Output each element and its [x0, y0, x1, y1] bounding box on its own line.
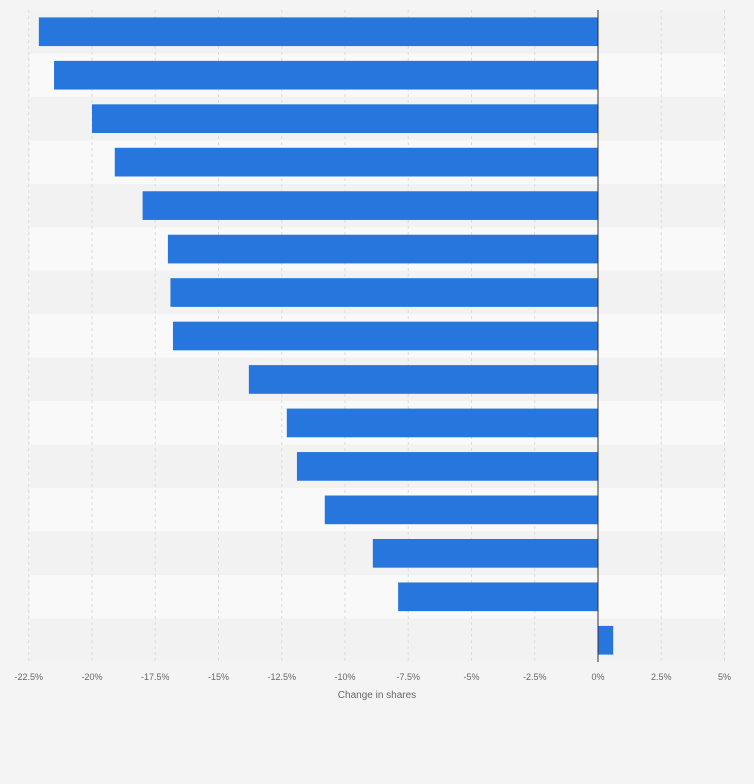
x-tick-label: -10%: [334, 672, 355, 682]
x-tick-label: -17.5%: [141, 672, 170, 682]
bar[interactable]: [114, 147, 599, 177]
x-tick-label: 5%: [718, 672, 731, 682]
x-tick-label: -20%: [81, 672, 102, 682]
bar[interactable]: [167, 234, 598, 264]
bar[interactable]: [172, 321, 598, 351]
x-tick-label: 2.5%: [651, 672, 672, 682]
bar[interactable]: [372, 538, 598, 568]
bar[interactable]: [398, 582, 598, 612]
bar[interactable]: [54, 60, 599, 90]
bar[interactable]: [92, 104, 598, 134]
x-tick-label: -2.5%: [523, 672, 547, 682]
x-tick-label: 0%: [591, 672, 604, 682]
bar[interactable]: [296, 452, 598, 481]
row-band: [30, 575, 726, 619]
x-tick-label: -22.5%: [14, 672, 43, 682]
row-band: [30, 618, 726, 662]
bar[interactable]: [598, 625, 614, 655]
bar[interactable]: [38, 17, 599, 47]
bar[interactable]: [324, 495, 598, 525]
x-tick-label: -12.5%: [267, 672, 296, 682]
bar[interactable]: [142, 191, 598, 220]
x-axis-label: Change in shares: [338, 690, 416, 701]
x-tick-labels: -22.5% -20% -17.5% -15% -12.5% -10% -7.5% -5% -2…: [14, 672, 731, 682]
bar[interactable]: [170, 278, 598, 307]
x-tick-label: -5%: [463, 672, 479, 682]
bars: [38, 17, 614, 655]
x-tick-label: -15%: [208, 672, 229, 682]
bar[interactable]: [286, 408, 598, 438]
x-tick-label: -7.5%: [396, 672, 420, 682]
bar[interactable]: [248, 365, 599, 394]
